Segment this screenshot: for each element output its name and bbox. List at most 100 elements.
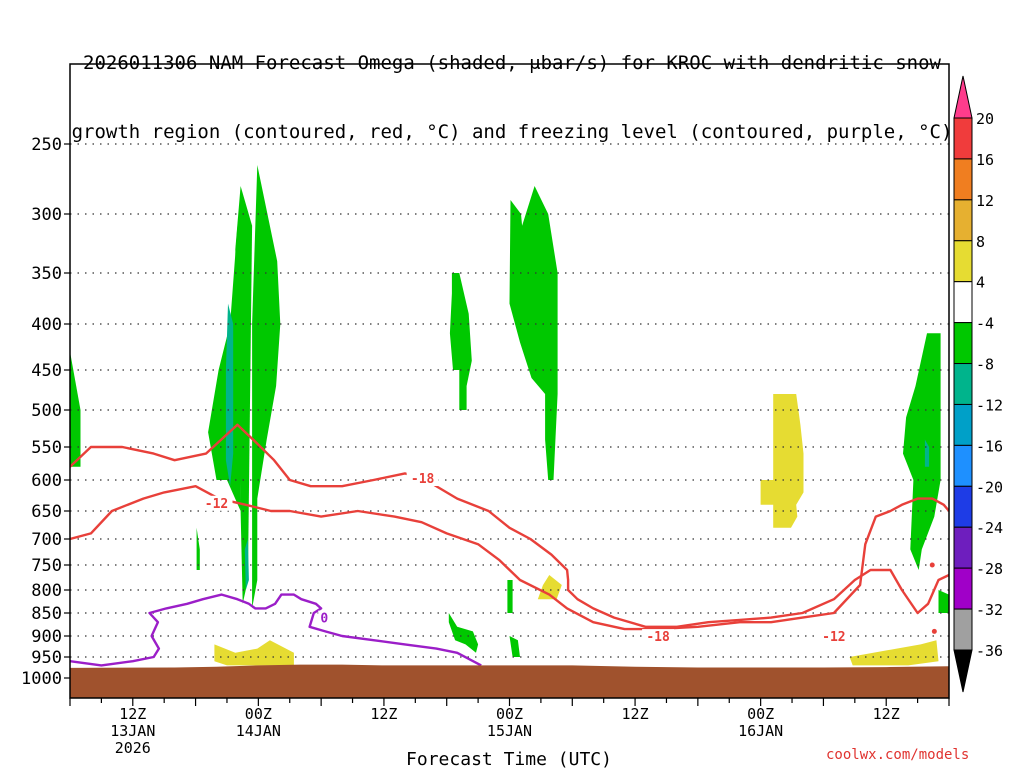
omega-region-15 xyxy=(214,640,294,666)
colorbar-box-12 xyxy=(953,567,973,610)
y-tick-label-1000: 1000 xyxy=(21,669,62,689)
colorbar-label-3: 8 xyxy=(976,233,985,251)
chart-title: 2026011306 NAM Forecast Omega (shaded, μ… xyxy=(0,6,1024,167)
dendritic-blip-1 xyxy=(931,628,937,634)
contour-layer: -18 -12 -18 -12 0 xyxy=(70,423,949,667)
colorbar-box-3 xyxy=(953,199,973,242)
y-tick-label-800: 800 xyxy=(31,581,62,601)
colorbar-label-11: -28 xyxy=(976,560,1003,578)
colorbar-box-5 xyxy=(953,281,973,324)
freezing-label-bg-0 xyxy=(318,610,331,625)
x-tick-label-42-0: 00Z xyxy=(496,705,523,723)
dendritic-contour-m18-1 xyxy=(70,423,949,628)
x-tick-label-66-0: 00Z xyxy=(747,705,774,723)
colorbar-box-11 xyxy=(953,526,973,569)
omega-region-8 xyxy=(509,186,558,480)
colorbar-label-9: -20 xyxy=(976,478,1003,496)
y-tick-label-500: 500 xyxy=(31,401,62,421)
chart-title-line-1: 2026011306 NAM Forecast Omega (shaded, μ… xyxy=(83,52,941,74)
colorbar-label-8: -16 xyxy=(976,437,1003,455)
colorbar-top-arrow xyxy=(953,75,973,119)
colorbar-label-2: 12 xyxy=(976,192,994,210)
colorbar-box-6 xyxy=(953,322,973,365)
colorbar-box-7 xyxy=(953,363,973,405)
y-axis: 250 300 350 400 450 500 550 600 650 700 750 800 850 9… xyxy=(21,135,70,689)
dendritic-label-bg-2 xyxy=(642,629,675,645)
dendritic-label-bg-0 xyxy=(406,471,439,486)
dendritic-label-2: -18 xyxy=(646,630,670,645)
omega-region-14 xyxy=(938,590,949,613)
y-tick-label-700: 700 xyxy=(31,530,62,550)
omega-region-7 xyxy=(449,273,472,410)
freezing-contour-0 xyxy=(70,593,482,667)
omega-region-11 xyxy=(509,636,520,657)
omega-region-9 xyxy=(448,613,479,653)
x-tick-label-30-0: 12Z xyxy=(370,705,397,723)
omega-region-17 xyxy=(760,394,804,528)
colorbar-label-10: -24 xyxy=(976,519,1003,537)
colorbar-box-4 xyxy=(953,240,973,283)
omega-region-12 xyxy=(903,333,941,570)
colorbar-label-6: -8 xyxy=(976,356,994,374)
ground-layer xyxy=(70,664,949,698)
omega-region-6 xyxy=(196,527,200,570)
y-tick-label-600: 600 xyxy=(31,471,62,491)
x-tick-label-6-0: 12Z xyxy=(119,705,146,723)
omega-region-2 xyxy=(235,186,253,604)
colorbar-label-5: -4 xyxy=(976,315,994,333)
x-axis-title: Forecast Time (UTC) xyxy=(406,749,612,768)
freezing-label-0: 0 xyxy=(320,612,328,627)
y-tick-label-400: 400 xyxy=(31,315,62,335)
colorbar-label-0: 20 xyxy=(976,110,994,128)
omega-region-0 xyxy=(70,351,81,467)
x-tick-label-18-0: 00Z xyxy=(245,705,272,723)
watermark: coolwx.com/models xyxy=(826,747,970,763)
omega-shading-layer xyxy=(70,165,949,666)
colorbar-box-2 xyxy=(953,158,973,201)
colorbar-label-12: -32 xyxy=(976,601,1003,619)
colorbar: 20 16 12 8 4 -4 -8 -12 -16 -20 -24 -28 -32 -36 xyxy=(953,75,1003,693)
colorbar-bottom-arrow xyxy=(953,649,973,693)
y-tick-label-900: 900 xyxy=(31,627,62,647)
dendritic-label-3: -12 xyxy=(822,630,845,645)
y-tick-label-450: 450 xyxy=(31,361,62,381)
chart-title-line-2: growth region (contoured, red, °C) and f… xyxy=(71,121,953,143)
x-tick-label-54-0: 12Z xyxy=(622,705,649,723)
omega-region-4 xyxy=(225,303,234,487)
x-tick-label-42-1: 15JAN xyxy=(487,722,532,740)
y-tick-label-850: 850 xyxy=(31,604,62,624)
surface-ground xyxy=(70,664,949,698)
dendritic-label-0: -18 xyxy=(411,472,435,487)
x-tick-label-6-2: 2026 xyxy=(115,739,151,757)
y-tick-label-950: 950 xyxy=(31,648,62,668)
dendritic-blip-0 xyxy=(929,562,935,568)
omega-region-5 xyxy=(244,539,249,590)
y-tick-label-250: 250 xyxy=(31,135,62,155)
omega-region-3 xyxy=(252,165,281,609)
x-tick-label-18-1: 14JAN xyxy=(236,722,281,740)
y-tick-label-550: 550 xyxy=(31,438,62,458)
x-tick-label-66-1: 16JAN xyxy=(738,722,783,740)
x-tick-label-78-0: 12Z xyxy=(873,705,900,723)
colorbar-box-9 xyxy=(953,444,973,487)
y-tick-label-300: 300 xyxy=(31,205,62,225)
colorbar-box-10 xyxy=(953,485,973,528)
colorbar-label-4: 4 xyxy=(976,274,985,292)
y-tick-label-650: 650 xyxy=(31,502,62,522)
omega-region-18 xyxy=(849,640,939,666)
dendritic-label-bg-3 xyxy=(817,629,850,645)
x-tick-label-6-1: 13JAN xyxy=(110,722,155,740)
colorbar-box-13 xyxy=(953,608,973,651)
y-tick-label-750: 750 xyxy=(31,556,62,576)
omega-region-10 xyxy=(507,580,513,613)
colorbar-label-1: 16 xyxy=(976,151,994,169)
dendritic-label-1: -12 xyxy=(205,497,228,512)
y-tick-label-350: 350 xyxy=(31,264,62,284)
colorbar-label-13: -36 xyxy=(976,642,1003,660)
dendritic-label-bg-1 xyxy=(200,495,233,511)
colorbar-box-8 xyxy=(953,403,973,446)
colorbar-label-7: -12 xyxy=(976,396,1003,414)
colorbar-box-1 xyxy=(953,117,973,160)
